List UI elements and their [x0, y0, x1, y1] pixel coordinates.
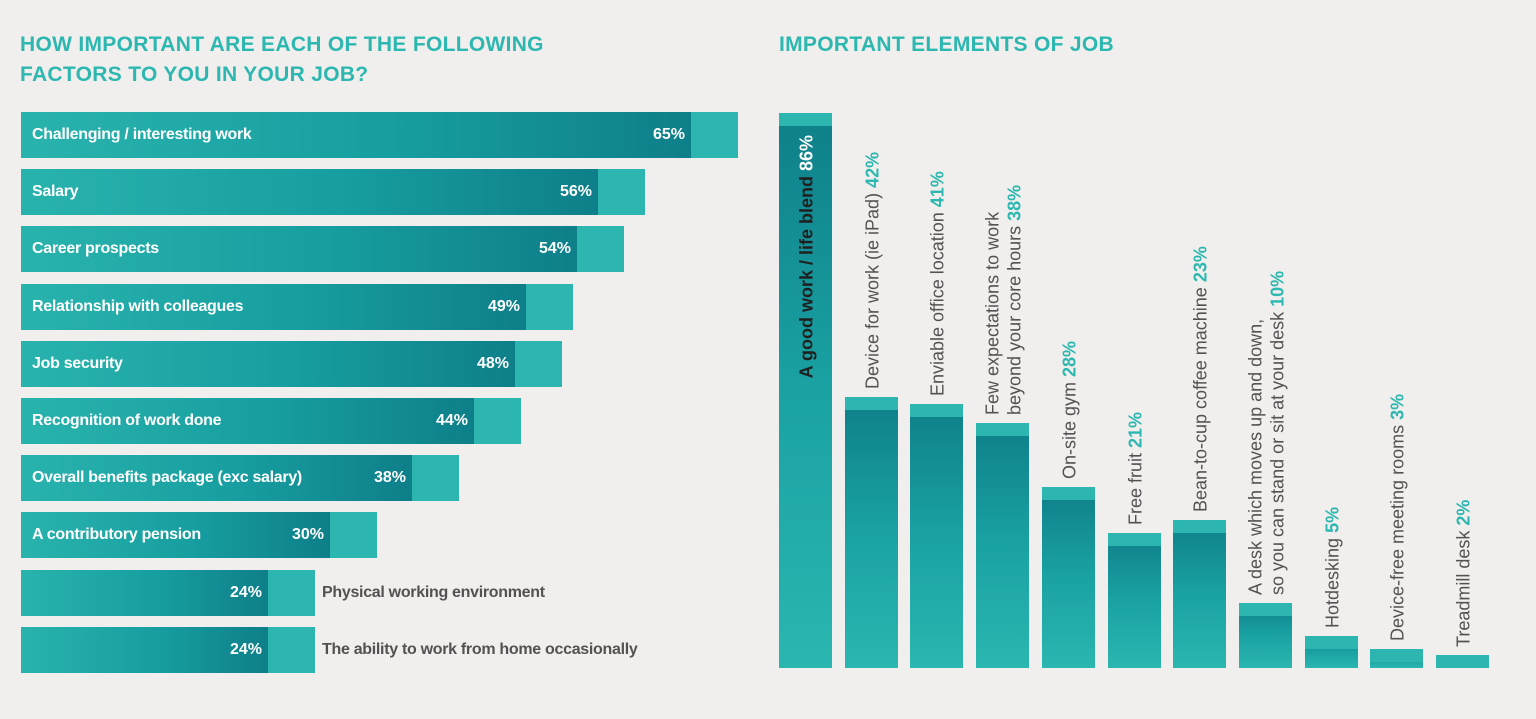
bar-row: 24% Physical working environment: [21, 570, 545, 616]
right-chart-title: IMPORTANT ELEMENTS OF JOB: [779, 33, 1114, 56]
bar-cap: [779, 113, 832, 126]
bar: [1108, 533, 1161, 668]
category-label: Free fruit: [1126, 453, 1146, 525]
bar-cap: [845, 397, 898, 410]
category-label-with-value: Hotdesking 5%: [1323, 507, 1343, 628]
category-label: Hotdesking: [1323, 538, 1343, 628]
category-label: Job security: [32, 355, 123, 372]
bar-value-label: 3%: [1388, 394, 1408, 425]
bar-row: 56% Salary: [21, 169, 645, 215]
bar-value-label: 30%: [291, 526, 324, 543]
bar-row: 44% Recognition of work done: [21, 398, 521, 444]
bar-row: 54% Career prospects: [21, 226, 624, 272]
bar-value-label: 48%: [476, 355, 509, 372]
bar-row: 65% Challenging / interesting work: [21, 112, 738, 158]
bar-row: 49% Relationship with colleagues: [21, 284, 573, 330]
bar-row: 38% Overall benefits package (exc salary): [21, 455, 459, 501]
category-label-with-value: Enviable office location 41%: [928, 171, 948, 396]
category-label-with-value: Device for work (ie iPad) 42%: [863, 152, 883, 389]
category-label: beyond your core hours: [1005, 226, 1025, 415]
category-label-with-value: Treadmill desk 2%: [1454, 500, 1474, 647]
category-label: Career prospects: [32, 240, 159, 257]
category-label-with-value: A good work / life blend 86%: [797, 135, 817, 378]
category-label: Enviable office location: [928, 212, 948, 396]
category-label: Overall benefits package (exc salary): [32, 469, 302, 486]
category-label: A contributory pension: [32, 526, 201, 543]
bar-row: 24% The ability to work from home occasio…: [21, 627, 638, 673]
category-label: A desk which moves up and down,: [1246, 319, 1266, 595]
category-label: Recognition of work done: [32, 412, 222, 429]
bar: [976, 423, 1029, 668]
bar: [1042, 487, 1095, 668]
category-label: so you can stand or sit at your desk: [1268, 311, 1288, 595]
category-label: Relationship with colleagues: [32, 298, 244, 315]
bar: [21, 512, 330, 558]
category-label: Physical working environment: [322, 584, 545, 601]
bar-value-label: 21%: [1126, 412, 1146, 453]
bar: [21, 284, 526, 330]
bar-cap: [1042, 487, 1095, 500]
category-label: On-site gym: [1060, 382, 1080, 479]
bar-cap: [1305, 636, 1358, 649]
bar: [845, 397, 898, 668]
bar-cap: [1239, 603, 1292, 616]
left-title-line-1: HOW IMPORTANT ARE EACH OF THE FOLLOWING: [20, 33, 544, 56]
bar: [21, 455, 412, 501]
category-label: A good work / life blend: [797, 176, 817, 378]
category-label-with-value: beyond your core hours 38%: [1005, 185, 1025, 415]
bar: [779, 113, 832, 668]
category-label: Few expectations to work: [983, 211, 1003, 415]
category-label-with-value: Free fruit 21%: [1126, 412, 1146, 525]
bar: [21, 627, 268, 673]
category-label-with-value: so you can stand or sit at your desk 10%: [1268, 271, 1288, 595]
bar-value-label: 56%: [559, 183, 592, 200]
category-label-with-value: Bean-to-cup coffee machine 23%: [1191, 246, 1211, 512]
category-label: The ability to work from home occasional…: [322, 641, 638, 658]
category-label: Salary: [32, 183, 79, 200]
bar: [21, 570, 268, 616]
bar-value-label: 42%: [863, 152, 883, 193]
left-title-line-2: FACTORS TO YOU IN YOUR JOB?: [20, 63, 369, 86]
category-label: Treadmill desk: [1454, 530, 1474, 647]
bar: [21, 341, 515, 387]
bar-value-label: 38%: [373, 469, 406, 486]
bar: [21, 226, 577, 272]
category-label: Device-free meeting rooms: [1388, 425, 1408, 641]
bar: [21, 169, 598, 215]
bar-value-label: 23%: [1191, 246, 1211, 287]
bar-value-label: 41%: [928, 171, 948, 212]
bar-cap: [910, 404, 963, 417]
bar-value-label: 2%: [1454, 500, 1474, 531]
bar-value-label: 24%: [229, 641, 262, 658]
bar-cap: [1370, 649, 1423, 662]
bar: [21, 112, 691, 158]
bar-cap: [1436, 655, 1489, 668]
bar-row: 48% Job security: [21, 341, 562, 387]
bar-cap: [1108, 533, 1161, 546]
category-label-with-value: On-site gym 28%: [1060, 341, 1080, 479]
left-chart-title: HOW IMPORTANT ARE EACH OF THE FOLLOWING …: [20, 30, 544, 90]
bar-value-label: 28%: [1060, 341, 1080, 382]
bar-value-label: 65%: [652, 126, 685, 143]
category-label-with-value: Device-free meeting rooms 3%: [1388, 394, 1408, 641]
bar: [1173, 520, 1226, 668]
bar-cap: [976, 423, 1029, 436]
bar-cap: [1173, 520, 1226, 533]
bar-row: 30% A contributory pension: [21, 512, 377, 558]
bar-value-label: 24%: [229, 584, 262, 601]
bar-value-label: 49%: [487, 298, 520, 315]
bar-value-label: 44%: [435, 412, 468, 429]
bar-value-label: 86%: [797, 135, 817, 176]
bar-value-label: 5%: [1323, 507, 1343, 538]
bar: [21, 398, 474, 444]
bar-value-label: 54%: [538, 240, 571, 257]
category-label: Challenging / interesting work: [32, 126, 252, 143]
category-label: Bean-to-cup coffee machine: [1191, 287, 1211, 512]
bar-value-label: 38%: [1005, 185, 1025, 226]
category-label: Device for work (ie iPad): [863, 193, 883, 389]
bar: [910, 404, 963, 668]
bar-value-label: 10%: [1268, 271, 1288, 312]
